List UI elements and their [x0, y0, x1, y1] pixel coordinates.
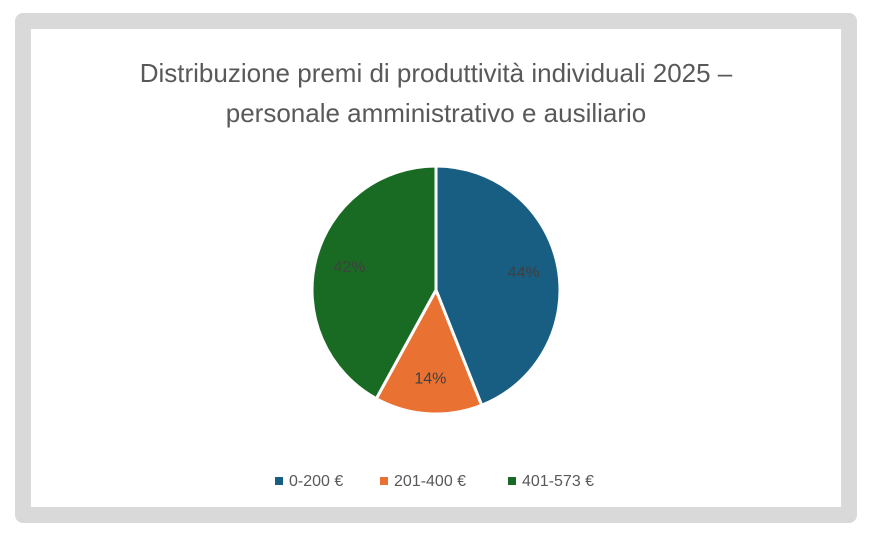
data-label: 14%	[414, 370, 446, 387]
legend-label: 0-200 €	[289, 473, 343, 490]
data-label: 42%	[334, 259, 366, 276]
pie-slice	[374, 286, 484, 416]
legend-label: 201-400 €	[394, 473, 466, 490]
legend-swatch	[508, 477, 516, 485]
pie-slice	[434, 164, 562, 408]
legend-swatch	[380, 477, 388, 485]
data-label: 44%	[508, 264, 540, 281]
legend-swatch	[275, 477, 283, 485]
chart-title: Distribuzione premi di produttività indi…	[139, 58, 733, 128]
pie-slice	[310, 164, 438, 401]
legend-label: 401-573 €	[522, 473, 594, 490]
